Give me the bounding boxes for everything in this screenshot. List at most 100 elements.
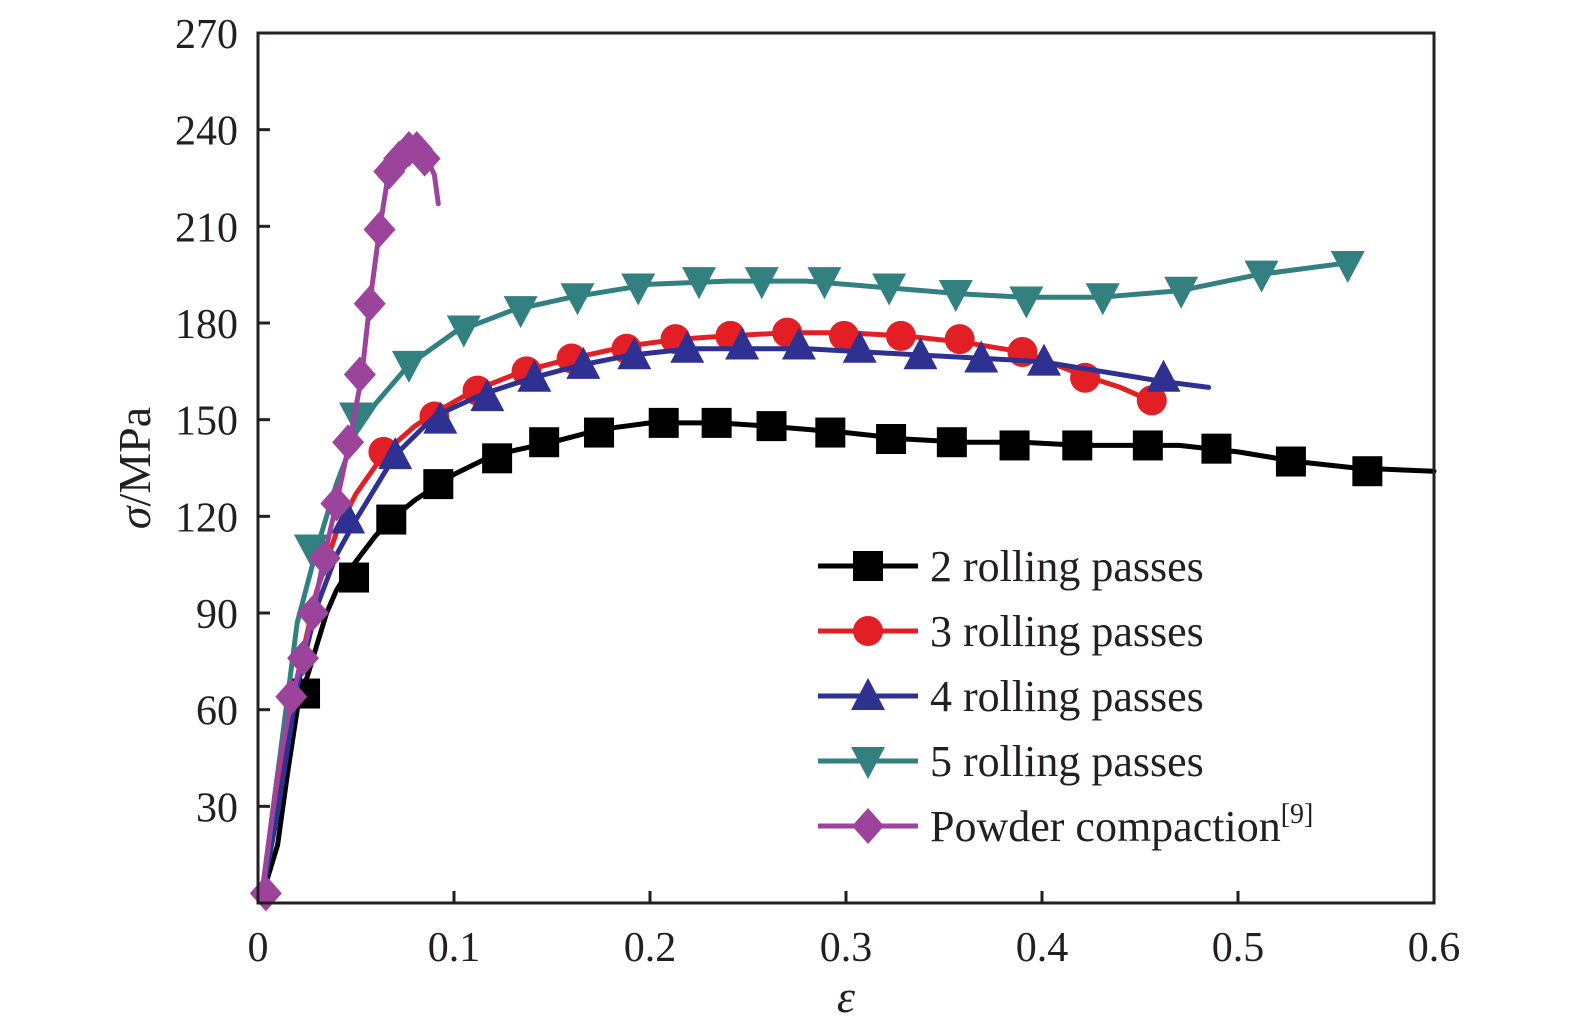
data-point-5-rolling-passes [391, 350, 426, 383]
legend-item-powder-compaction: Powder compaction[9] [818, 799, 1313, 851]
legend-label: Powder compaction[9] [930, 799, 1313, 851]
data-point-4-rolling-passes [670, 330, 705, 363]
data-point-4-rolling-passes [423, 401, 458, 434]
legend-label-text: 3 rolling passes [930, 607, 1204, 656]
legend-label: 5 rolling passes [930, 737, 1204, 786]
legend-label-text: Powder compaction [930, 802, 1281, 851]
x-axis-title: ε [837, 971, 856, 1022]
series-layer [249, 131, 1437, 912]
data-point-4-rolling-passes [617, 337, 652, 370]
data-point-4-rolling-passes [517, 359, 552, 392]
y-tick-label: 90 [196, 592, 238, 638]
legend-marker [851, 747, 885, 779]
legend-marker [853, 616, 883, 646]
data-point-2-rolling-passes [756, 411, 787, 442]
data-point-5-rolling-passes [446, 315, 481, 348]
y-tick-label: 120 [175, 495, 238, 541]
data-point-4-rolling-passes [903, 337, 938, 370]
data-point-5-rolling-passes [1009, 286, 1044, 319]
data-point-powder-compaction [296, 595, 329, 631]
data-point-powder-compaction [275, 678, 308, 715]
x-axis: 0 0.1 0.2 0.3 0.4 0.5 0.6 [248, 891, 1461, 971]
legend-item-4-rolling-passes: 4 rolling passes [818, 672, 1204, 721]
data-point-5-rolling-passes [293, 534, 328, 567]
data-point-5-rolling-passes [682, 267, 716, 300]
x-tick-label: 0.2 [624, 925, 677, 971]
data-point-5-rolling-passes [1164, 276, 1199, 309]
y-tick-label: 270 [175, 12, 238, 58]
series-2-rolling-passes [259, 407, 1437, 900]
data-point-3-rolling-passes [829, 320, 860, 351]
legend-label-citation: [9] [1281, 799, 1314, 830]
y-axis-title: σ/MPa [109, 407, 160, 529]
data-point-2-rolling-passes [529, 427, 560, 458]
data-point-powder-compaction [363, 211, 396, 248]
data-point-2-rolling-passes [339, 562, 370, 593]
legend-label: 3 rolling passes [930, 607, 1204, 656]
legend-label: 2 rolling passes [930, 542, 1204, 591]
data-point-2-rolling-passes [999, 430, 1030, 461]
series-5-rolling-passes [259, 251, 1365, 900]
data-point-3-rolling-passes [944, 324, 975, 355]
data-point-4-rolling-passes [1026, 343, 1061, 376]
y-tick-label: 30 [196, 785, 238, 831]
legend-marker [852, 808, 884, 844]
data-point-5-rolling-passes [1244, 260, 1279, 293]
legend-label: 4 rolling passes [930, 672, 1204, 721]
data-point-5-rolling-passes [560, 283, 595, 316]
y-tick-label: 210 [175, 205, 238, 251]
data-point-powder-compaction [408, 140, 441, 177]
data-point-powder-compaction [308, 540, 341, 577]
legend: 2 rolling passes 3 rolling passes 4 rollin… [818, 542, 1313, 851]
data-point-2-rolling-passes [1352, 456, 1383, 487]
data-point-5-rolling-passes [744, 267, 779, 300]
data-point-5-rolling-passes [1330, 251, 1365, 283]
data-point-2-rolling-passes [482, 443, 513, 474]
legend-label-text: 4 rolling passes [930, 672, 1204, 721]
series-4-rolling-passes [259, 327, 1212, 900]
data-point-4-rolling-passes [781, 327, 816, 360]
data-point-3-rolling-passes [885, 320, 916, 351]
data-point-2-rolling-passes [936, 427, 967, 458]
data-point-4-rolling-passes [842, 330, 877, 363]
x-tick-label: 0.6 [1408, 925, 1461, 971]
data-point-4-rolling-passes [964, 340, 999, 373]
data-point-powder-compaction [332, 424, 365, 461]
data-point-2-rolling-passes [701, 407, 732, 438]
data-point-2-rolling-passes [815, 417, 846, 448]
data-point-2-rolling-passes [1062, 430, 1093, 461]
y-axis: 30 60 90 120 150 180 210 240 270 [175, 12, 270, 831]
data-point-2-rolling-passes [1275, 446, 1306, 477]
data-point-4-rolling-passes [378, 437, 413, 470]
data-point-powder-compaction [343, 356, 376, 393]
legend-marker [853, 551, 883, 581]
data-point-2-rolling-passes [1132, 430, 1163, 461]
data-point-5-rolling-passes [938, 280, 973, 312]
data-point-2-rolling-passes [1201, 433, 1232, 464]
x-tick-label: 0.4 [1016, 925, 1069, 971]
data-point-4-rolling-passes [331, 501, 366, 534]
y-tick-label: 150 [175, 399, 238, 445]
data-point-4-rolling-passes [566, 346, 601, 379]
data-point-powder-compaction [249, 875, 282, 912]
y-tick-label: 240 [175, 109, 238, 155]
y-tick-label: 180 [175, 302, 238, 348]
data-point-5-rolling-passes [807, 267, 842, 300]
data-point-4-rolling-passes [725, 327, 760, 360]
x-tick-label: 0.1 [428, 925, 481, 971]
data-point-5-rolling-passes [503, 296, 538, 329]
data-point-powder-compaction [320, 485, 353, 522]
x-tick-label: 0 [248, 925, 269, 971]
data-point-powder-compaction [353, 285, 386, 322]
legend-item-2-rolling-passes: 2 rolling passes [818, 542, 1204, 591]
legend-item-5-rolling-passes: 5 rolling passes [818, 737, 1204, 786]
x-tick-label: 0.3 [820, 925, 873, 971]
legend-marker [851, 678, 885, 710]
data-point-3-rolling-passes [1136, 385, 1167, 416]
legend-item-3-rolling-passes: 3 rolling passes [818, 607, 1204, 656]
data-point-2-rolling-passes [648, 407, 679, 438]
data-point-4-rolling-passes [1146, 359, 1181, 392]
data-point-5-rolling-passes [621, 273, 656, 306]
x-tick-label: 0.5 [1212, 925, 1265, 971]
